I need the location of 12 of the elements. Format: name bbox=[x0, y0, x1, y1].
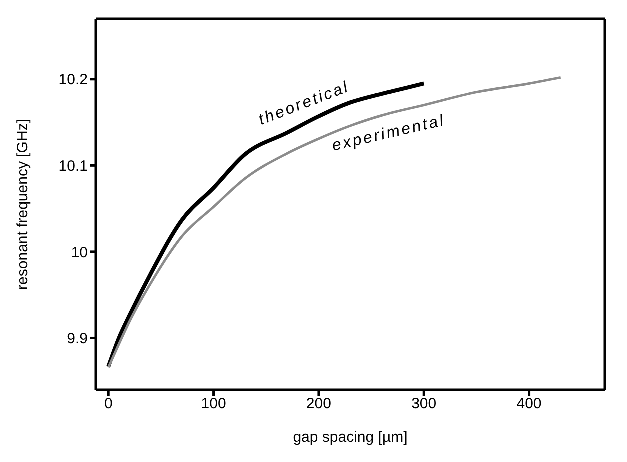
y-tick-label: 9.9 bbox=[67, 330, 88, 348]
y-tick-label: 10 bbox=[71, 244, 88, 262]
x-tick-label: 400 bbox=[516, 396, 542, 413]
x-tick-label: 300 bbox=[412, 396, 437, 413]
y-tick-label: 10.2 bbox=[58, 72, 88, 89]
x-tick-label: 100 bbox=[201, 396, 226, 413]
x-tick-label: 0 bbox=[104, 396, 113, 413]
line-series bbox=[107, 76, 562, 369]
x-tick-label: 200 bbox=[306, 396, 332, 413]
y-tick-label: 10.1 bbox=[58, 158, 88, 175]
x-axis-title: gap spacing [µm] bbox=[293, 429, 408, 446]
y-axis-title: resonant frequency [GHz] bbox=[14, 119, 32, 290]
